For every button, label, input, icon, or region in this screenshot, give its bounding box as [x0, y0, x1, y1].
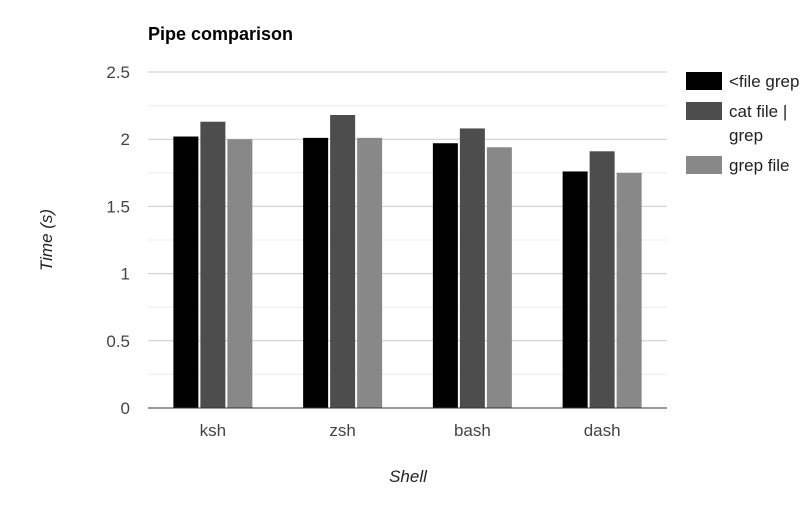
chart-title: Pipe comparison [148, 24, 293, 44]
bar-dash-2 [616, 172, 642, 408]
legend-label: cat file | grep [729, 102, 787, 145]
y-tick-label: 1 [121, 265, 130, 284]
y-tick-label: 0.5 [106, 332, 130, 351]
bars [173, 115, 642, 409]
y-axis-label: Time (s) [37, 209, 56, 271]
legend-swatch [686, 102, 722, 120]
legend-label: grep file [729, 156, 789, 175]
y-tick-label: 2 [121, 130, 130, 149]
bar-zsh-1 [330, 115, 356, 409]
x-axis-label: Shell [389, 467, 428, 486]
bar-dash-0 [562, 171, 588, 408]
legend: <file grep cat file | grep grep file [686, 72, 799, 175]
x-tick-label: dash [584, 421, 621, 440]
bar-bash-2 [486, 147, 512, 408]
y-tick-label: 2.5 [106, 63, 130, 82]
bar-ksh-0 [173, 136, 199, 408]
bar-ksh-1 [200, 121, 226, 408]
bar-bash-0 [432, 143, 458, 408]
bar-ksh-2 [227, 139, 253, 408]
x-tick-labels: ksh zsh bash dash [200, 421, 621, 440]
x-tick-label: bash [454, 421, 491, 440]
bar-zsh-0 [303, 137, 329, 408]
bar-dash-1 [589, 151, 615, 408]
y-tick-label: 0 [121, 399, 130, 418]
legend-label: <file grep [729, 72, 799, 91]
bar-zsh-2 [357, 137, 383, 408]
y-tick-labels: 0 0.5 1 1.5 2 2.5 [106, 63, 130, 418]
grid-lines [148, 71, 667, 375]
x-tick-label: zsh [329, 421, 355, 440]
y-tick-label: 1.5 [106, 197, 130, 216]
legend-swatch [686, 72, 722, 90]
bar-bash-1 [459, 128, 485, 408]
legend-swatch [686, 156, 722, 174]
x-tick-label: ksh [200, 421, 226, 440]
